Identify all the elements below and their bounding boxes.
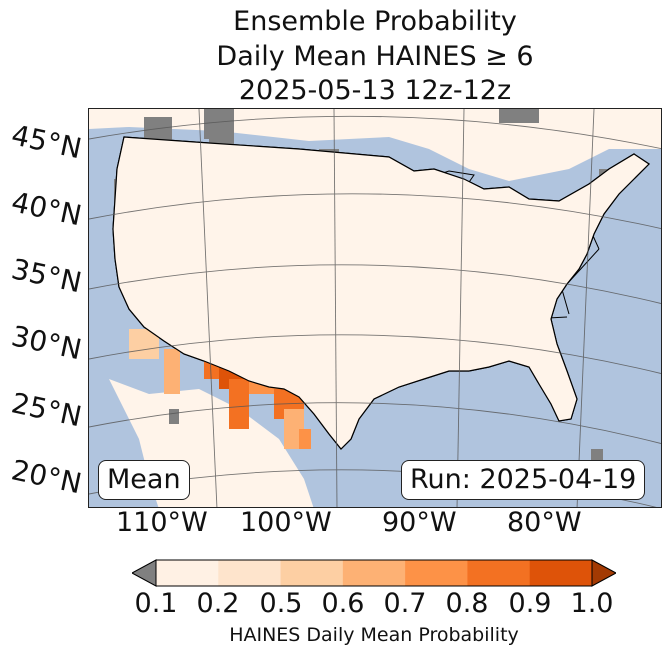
colorbar-label: HAINES Daily Mean Probability bbox=[229, 624, 519, 646]
colorbar-tick-1.0: 1.0 bbox=[570, 588, 614, 619]
colorbar-segment-4 bbox=[405, 560, 468, 586]
lat-label-25: 25°N bbox=[8, 386, 85, 434]
lon-label-110: 110°W bbox=[116, 507, 208, 538]
colorbar-tick-0.5: 0.5 bbox=[259, 588, 303, 619]
colorbar-under-arrow bbox=[132, 559, 157, 587]
probability-map bbox=[88, 108, 662, 508]
colorbar-segment-0 bbox=[156, 560, 219, 586]
colorbar-tick-0.8: 0.8 bbox=[445, 588, 489, 619]
title-line-2: Daily Mean HAINES ≥ 6 bbox=[216, 41, 534, 72]
colorbar bbox=[132, 559, 616, 587]
lat-label-20: 20°N bbox=[8, 453, 85, 501]
lon-label-100: 100°W bbox=[240, 507, 332, 538]
colorbar-segment-1 bbox=[218, 560, 282, 586]
colorbar-segment-3 bbox=[342, 560, 406, 586]
colorbar-tick-0.6: 0.6 bbox=[321, 588, 365, 619]
lat-label-35: 35°N bbox=[8, 252, 85, 300]
colorbar-tick-0.9: 0.9 bbox=[508, 588, 552, 619]
run-date-badge: Run: 2025-04-19 bbox=[401, 460, 646, 500]
lat-label-45: 45°N bbox=[8, 118, 85, 166]
colorbar-segment-2 bbox=[280, 560, 344, 586]
map-canvas bbox=[89, 109, 661, 507]
colorbar-tick-0.2: 0.2 bbox=[196, 588, 240, 619]
lat-label-40: 40°N bbox=[8, 185, 85, 233]
colorbar-tick-0.7: 0.7 bbox=[383, 588, 427, 619]
colorbar-segment-5 bbox=[467, 560, 531, 586]
colorbar-tick-0.1: 0.1 bbox=[134, 588, 178, 619]
title-line-1: Ensemble Probability bbox=[233, 6, 517, 37]
lat-label-30: 30°N bbox=[8, 319, 85, 367]
mean-badge: Mean bbox=[98, 460, 190, 500]
colorbar-segments bbox=[156, 560, 593, 586]
colorbar-over-arrow bbox=[591, 559, 616, 587]
colorbar-frame bbox=[155, 559, 593, 587]
colorbar-segment-6 bbox=[529, 560, 593, 586]
lon-label-80: 80°W bbox=[507, 507, 582, 538]
graticule bbox=[89, 109, 661, 507]
lon-label-90: 90°W bbox=[382, 507, 457, 538]
title-line-3: 2025-05-13 12z-12z bbox=[238, 75, 512, 106]
